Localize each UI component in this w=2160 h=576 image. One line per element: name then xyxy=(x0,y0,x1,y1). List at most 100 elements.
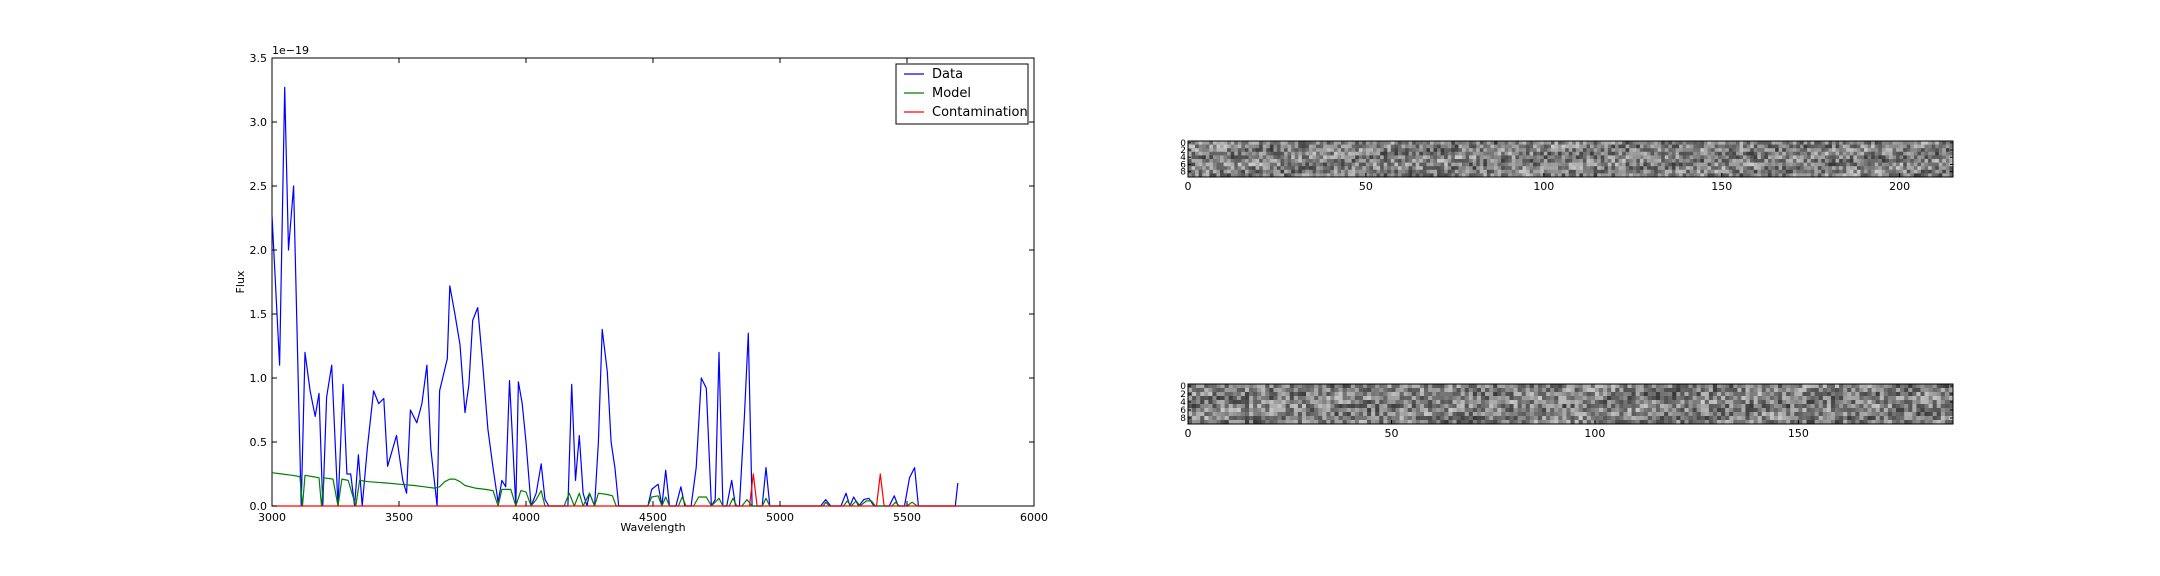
image-pixel xyxy=(1289,404,1295,409)
image-pixel xyxy=(1369,155,1374,160)
image-pixel xyxy=(1305,144,1310,149)
image-pixel xyxy=(1664,155,1669,160)
image-pixel xyxy=(1195,155,1200,160)
image-pixel xyxy=(1859,384,1864,389)
image-pixel xyxy=(1896,392,1901,397)
image-pixel xyxy=(1376,141,1381,145)
image-pixel xyxy=(1276,144,1281,149)
image-pixel xyxy=(1314,412,1319,417)
image-pixel xyxy=(1684,412,1689,417)
image-pixel xyxy=(1333,151,1338,156)
image-pixel xyxy=(1419,388,1425,393)
image-pixel xyxy=(1454,141,1459,145)
image-pixel xyxy=(1354,400,1360,405)
image-pixel xyxy=(1224,396,1230,401)
image-pixel xyxy=(1917,169,1922,174)
image-pixel xyxy=(1369,159,1374,163)
image-pixel xyxy=(1725,148,1730,153)
image-pixel xyxy=(1269,396,1274,401)
image-pixel xyxy=(1707,155,1712,160)
image-pixel xyxy=(1375,384,1380,389)
image-pixel xyxy=(1578,384,1584,389)
image-pixel xyxy=(1469,144,1474,149)
image-pixel xyxy=(1928,416,1934,421)
image-pixel xyxy=(1230,159,1235,163)
image-pixel xyxy=(1856,155,1861,160)
image-pixel xyxy=(1230,141,1235,145)
image-pixel xyxy=(1444,173,1449,178)
image-pixel xyxy=(1945,169,1950,174)
image-pixel xyxy=(1526,173,1530,178)
image-pixel xyxy=(1843,408,1848,413)
image-pixel xyxy=(1281,416,1287,421)
image-pixel xyxy=(1632,144,1637,149)
image-pixel xyxy=(1810,162,1815,167)
image-pixel xyxy=(1807,173,1812,178)
image-pixel xyxy=(1415,166,1420,171)
image-pixel xyxy=(1322,396,1327,401)
image-pixel xyxy=(1546,412,1551,417)
image-pixel xyxy=(1594,416,1600,421)
image-pixel xyxy=(1920,420,1925,425)
image-pixel xyxy=(1814,388,1820,393)
image-pixel xyxy=(1285,420,1291,425)
image-pixel xyxy=(1508,155,1513,160)
image-pixel xyxy=(1821,148,1826,153)
image-pixel xyxy=(1904,388,1909,393)
image-pixel xyxy=(1568,166,1573,171)
image-pixel xyxy=(1355,162,1360,167)
image-pixel xyxy=(1515,141,1520,145)
image-pixel xyxy=(1521,408,1527,413)
image-pixel xyxy=(1782,144,1787,149)
image-pixel xyxy=(1826,396,1832,401)
image-pixel xyxy=(1708,396,1714,401)
image-pixel xyxy=(1192,412,1197,417)
image-pixel xyxy=(1526,166,1530,171)
image-pixel xyxy=(1291,144,1296,149)
image-pixel xyxy=(1817,144,1822,149)
image-pixel xyxy=(1789,162,1794,167)
image-pixel xyxy=(1765,404,1771,409)
image-pixel xyxy=(1721,159,1726,163)
image-pixel xyxy=(1693,155,1698,160)
image-pixel xyxy=(1533,141,1538,145)
image-pixel xyxy=(1942,155,1947,160)
image-pixel xyxy=(1817,151,1822,156)
image-pixel xyxy=(1849,148,1854,153)
image-pixel xyxy=(1749,420,1755,425)
image-pixel xyxy=(1790,388,1795,393)
image-pixel xyxy=(1910,169,1915,174)
image-pixel xyxy=(1619,408,1624,413)
image-pixel xyxy=(1504,141,1509,145)
image-pixel xyxy=(1570,408,1575,413)
image-pixel xyxy=(1476,144,1481,149)
image-pixel xyxy=(1432,408,1437,413)
image-pixel xyxy=(1341,141,1345,145)
image-pixel xyxy=(1562,412,1567,417)
image-pixel xyxy=(1285,408,1291,413)
image-pixel xyxy=(1745,388,1750,393)
image-pixel xyxy=(1458,141,1463,145)
image-pixel xyxy=(1639,159,1644,163)
image-pixel xyxy=(1399,408,1405,413)
image-pixel xyxy=(1622,155,1627,160)
image-pixel xyxy=(1380,159,1385,163)
image-pixel xyxy=(1387,396,1392,401)
image-pixel xyxy=(1543,148,1548,153)
image-pixel xyxy=(1639,400,1645,405)
image-pixel xyxy=(1284,166,1289,171)
image-pixel xyxy=(1575,173,1580,178)
image-pixel xyxy=(1700,396,1706,401)
image-pixel xyxy=(1415,408,1421,413)
image-pixel xyxy=(1291,162,1296,167)
image-pixel xyxy=(1452,400,1457,405)
image-pixel xyxy=(1775,159,1780,163)
image-pixel xyxy=(1615,392,1620,397)
image-pixel xyxy=(1191,141,1196,145)
image-pixel xyxy=(1380,155,1385,160)
image-pixel xyxy=(1411,384,1417,389)
image-pixel xyxy=(1326,400,1331,405)
image-pixel xyxy=(1505,408,1510,413)
image-pixel xyxy=(1276,141,1281,145)
image-pixel xyxy=(1578,404,1584,409)
